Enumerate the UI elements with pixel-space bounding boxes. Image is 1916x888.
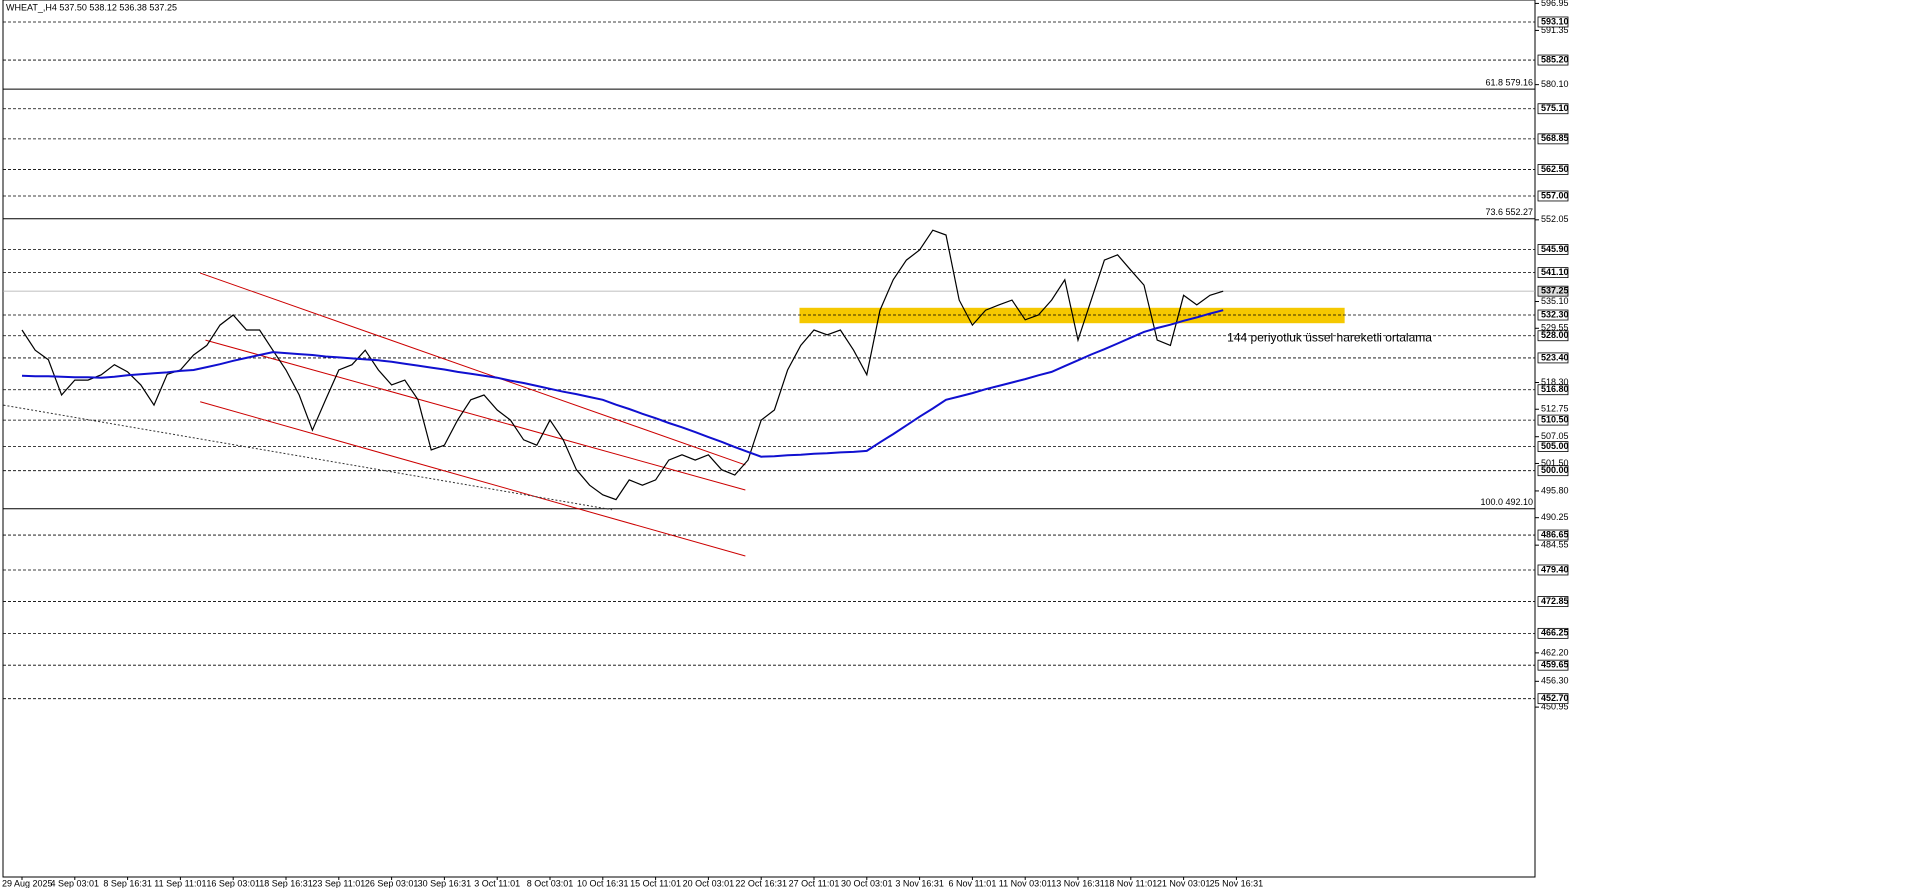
ema-line [21,309,1224,458]
level-label-box [1537,309,1569,321]
level-label: 479.40 [1541,564,1569,574]
y-tick-label: 490.25 [1541,512,1569,522]
level-label: 523.40 [1541,352,1569,362]
x-tick-label: 22 Oct 16:31 [735,878,787,888]
trend-line [205,339,746,491]
y-tick-label: 501.50 [1541,458,1569,468]
level-label-box [1537,103,1569,115]
level-label: 505.00 [1541,441,1569,451]
x-tick-label: 15 Oct 11:01 [630,878,681,888]
x-tick-label: 18 Sep 16:31 [259,878,313,888]
level-label-box [1537,465,1569,477]
y-tick-label: 518.30 [1541,377,1569,387]
price-label: 537.25 [1541,286,1569,296]
level-label: 541.10 [1541,267,1569,277]
y-tick-label: 450.95 [1541,701,1569,711]
x-tick-label: 20 Oct 03:01 [683,878,735,888]
annotation: 144 periyotluk üssel hareketli ortalama [1227,330,1432,344]
y-tick-label: 552.05 [1541,214,1569,224]
x-tick-label: 27 Oct 11:01 [789,878,840,888]
y-tick-label: 495.80 [1541,485,1569,495]
x-tick-label: 11 Nov 03:01 [999,878,1052,888]
level-label: 557.00 [1541,190,1569,200]
level-label-box [1537,190,1569,202]
level-label-box [1537,330,1569,342]
y-tick-label: 456.30 [1541,676,1569,686]
y-tick-label: 484.55 [1541,540,1569,550]
x-tick-label: 13 Nov 16:31 [1051,878,1105,888]
x-tick-label: 23 Sep 11:01 [312,878,365,888]
level-label: 568.85 [1541,133,1569,143]
fib-label: 73.6 552.27 [1485,207,1533,217]
trend-line [3,404,613,511]
fib-label: 100.0 492.10 [1480,497,1533,507]
x-tick-label: 8 Sep 16:31 [103,878,152,888]
level-label: 545.90 [1541,244,1569,254]
x-tick-label: 6 Nov 11:01 [948,878,996,888]
chart-title: WHEAT_,H4 537.50 538.12 536.38 537.25 [6,2,177,12]
y-tick-label: 535.10 [1541,296,1569,306]
x-tick-label: 3 Oct 11:01 [474,878,520,888]
x-tick-label: 4 Sep 03:01 [51,878,100,888]
level-label-box [1537,54,1569,66]
price-line-series [21,229,1224,501]
trend-line [200,272,746,466]
level-label: 575.10 [1541,103,1569,113]
level-label-box [1537,596,1569,607]
level-label: 472.85 [1541,596,1569,606]
level-label: 585.20 [1541,54,1569,64]
level-label: 466.25 [1541,628,1569,638]
level-label: 486.65 [1541,529,1569,539]
level-label: 532.30 [1541,309,1569,319]
trend-line [200,401,746,557]
y-tick-label: 591.35 [1541,25,1569,35]
x-tick-label: 30 Sep 16:31 [418,878,472,888]
level-label-box [1537,627,1569,639]
level-label: 510.50 [1541,414,1569,424]
x-tick-label: 16 Sep 03:01 [206,878,260,888]
level-label: 593.10 [1541,16,1569,26]
level-label-box [1537,244,1569,255]
price-label-box [1537,285,1569,297]
level-label: 452.70 [1541,693,1569,703]
level-label-box [1537,564,1569,576]
x-tick-label: 29 Aug 2025 [2,878,53,888]
y-tick-label: 529.55 [1541,323,1569,333]
level-label: 500.00 [1541,465,1569,475]
level-label-box [1537,693,1569,705]
level-label-box [1537,164,1569,175]
y-tick-label: 596.95 [1541,0,1569,8]
level-label-box [1537,267,1569,279]
level-label-box [1537,133,1569,145]
x-tick-label: 30 Oct 03:01 [841,878,893,888]
level-label: 459.65 [1541,660,1569,670]
level-label-box [1537,441,1569,452]
x-tick-label: 25 Nov 16:31 [1210,878,1264,888]
level-label: 516.80 [1541,384,1569,394]
level-label-box [1537,414,1569,426]
plot-frame [2,0,1536,878]
level-label-box [1537,384,1569,396]
y-tick-label: 512.75 [1541,404,1569,414]
level-label-box [1537,352,1569,364]
level-label-box [1537,16,1569,28]
x-tick-label: 26 Sep 03:01 [365,878,419,888]
fib-label: 61.8 579.16 [1485,78,1533,88]
x-tick-label: 21 Nov 03:01 [1157,878,1211,888]
level-label: 562.50 [1541,164,1569,174]
x-tick-label: 18 Nov 11:01 [1104,878,1157,888]
y-tick-label: 580.10 [1541,79,1569,89]
x-tick-label: 8 Oct 03:01 [527,878,574,888]
x-tick-label: 10 Oct 16:31 [577,878,629,888]
level-label: 528.00 [1541,330,1569,340]
level-label-box [1537,529,1569,541]
y-tick-label: 507.05 [1541,431,1569,441]
x-tick-label: 3 Nov 16:31 [895,878,944,888]
x-tick-label: 11 Sep 11:01 [154,878,206,888]
level-label-box [1537,659,1569,671]
y-tick-label: 462.20 [1541,647,1569,657]
